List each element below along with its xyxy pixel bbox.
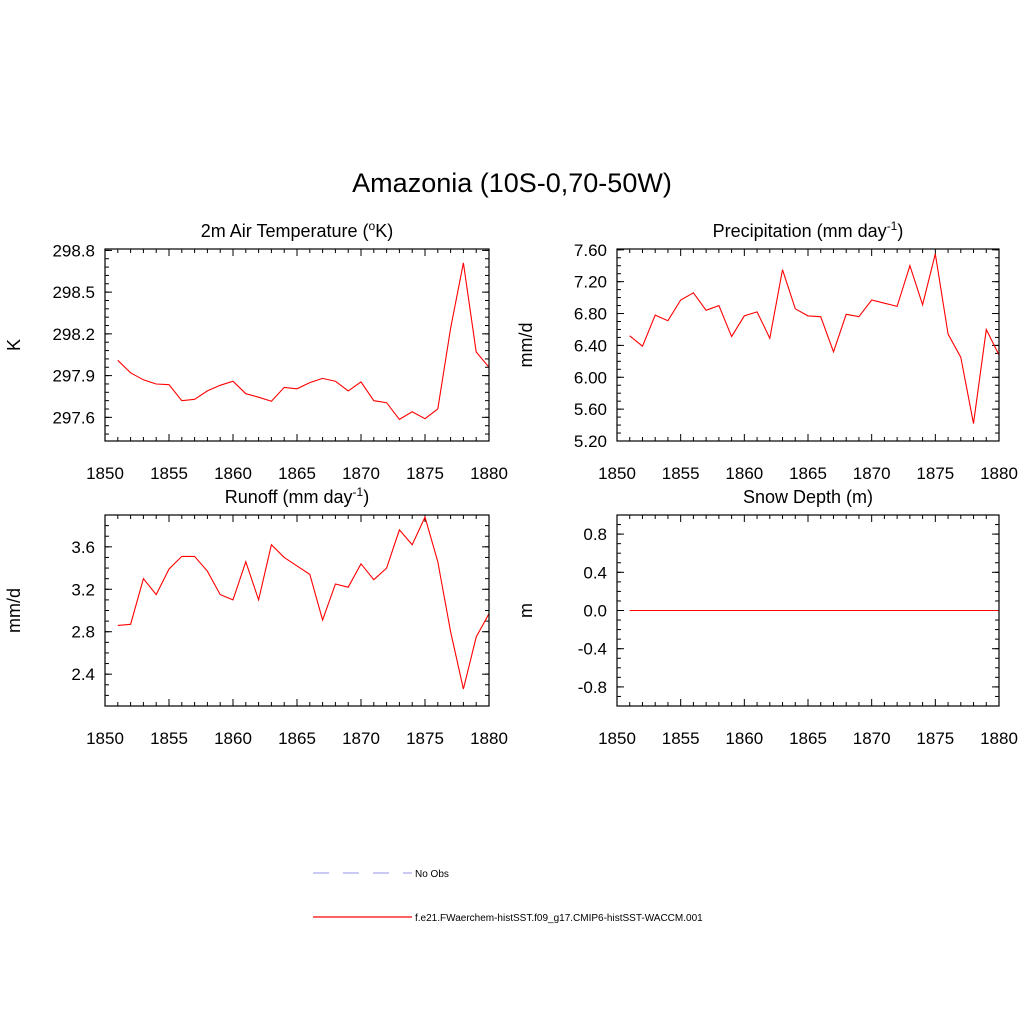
x-tick-label: 1875 xyxy=(916,729,954,748)
panel-title: Runoff (mm day-1) xyxy=(225,485,369,507)
plot-frame xyxy=(104,514,490,707)
legend-label: No Obs xyxy=(415,869,449,880)
y-tick-label: -0.4 xyxy=(578,640,607,659)
y-tick-label: 0.8 xyxy=(583,525,607,544)
x-tick-label: 1870 xyxy=(853,729,891,748)
x-tick-label: 1860 xyxy=(214,464,252,483)
y-tick-label: 0.4 xyxy=(583,563,607,582)
y-tick-label: 3.6 xyxy=(71,538,95,557)
x-tick-label: 1865 xyxy=(278,464,316,483)
y-axis-label: mm/d xyxy=(4,588,24,633)
y-axis-label: mm/d xyxy=(516,323,536,368)
panel-air-temperature: 2m Air Temperature (oK) K 1850 1855 1860 1865… xyxy=(4,219,508,483)
y-axis-label: K xyxy=(4,339,24,351)
x-tick-label: 1850 xyxy=(598,729,636,748)
y-tick-label: 6.00 xyxy=(574,368,607,387)
x-tick-label: 1880 xyxy=(470,464,508,483)
legend-label: f.e21.FWaerchem-histSST.f09_g17.CMIP6-hi… xyxy=(415,913,703,924)
y-tick-label: 7.60 xyxy=(574,241,607,260)
x-tick-label: 1855 xyxy=(662,729,700,748)
panel-snow-depth: Snow Depth (m) m 1850 1855 1860 1865 1870 1875 1… xyxy=(516,487,1018,748)
y-tick-label: 297.9 xyxy=(52,367,95,386)
x-tick-label: 1870 xyxy=(342,464,380,483)
panel-title: Precipitation (mm day-1) xyxy=(713,219,904,241)
x-tick-label: 1860 xyxy=(214,729,252,748)
x-tick-label: 1880 xyxy=(980,464,1018,483)
y-tick-label: -0.8 xyxy=(578,678,607,697)
y-tick-label: 298.2 xyxy=(52,325,95,344)
y-tick-label: 6.80 xyxy=(574,305,607,324)
x-tick-label: 1865 xyxy=(789,729,827,748)
x-tick-label: 1855 xyxy=(150,464,188,483)
panel-precipitation: Precipitation (mm day-1) mm/d 1850 1855 1860… xyxy=(516,219,1018,483)
y-tick-label: 7.20 xyxy=(574,273,607,292)
y-tick-label: 5.60 xyxy=(574,400,607,419)
y-tick-label: 0.0 xyxy=(583,602,607,621)
y-axis-label: m xyxy=(516,603,536,618)
panel-runoff: Runoff (mm day-1) mm/d 1850 1855 1860 1865 187… xyxy=(4,485,508,748)
panel-title: Snow Depth (m) xyxy=(743,487,873,507)
y-tick-label: 3.2 xyxy=(71,580,95,599)
x-tick-label: 1855 xyxy=(150,729,188,748)
x-tick-label: 1860 xyxy=(725,729,763,748)
x-tick-label: 1865 xyxy=(789,464,827,483)
plot-frame xyxy=(616,514,1000,707)
y-tick-label: 298.8 xyxy=(52,241,95,260)
x-tick-label: 1850 xyxy=(86,464,124,483)
x-tick-label: 1880 xyxy=(470,729,508,748)
x-tick-label: 1875 xyxy=(406,464,444,483)
legend: No Obs f.e21.FWaerchem-histSST.f09_g17.CM… xyxy=(313,869,703,924)
y-tick-label: 5.20 xyxy=(574,432,607,451)
panel-title: 2m Air Temperature (oK) xyxy=(201,219,393,241)
x-tick-label: 1875 xyxy=(406,729,444,748)
data-series-line xyxy=(117,515,489,690)
x-tick-label: 1880 xyxy=(980,729,1018,748)
figure-title: Amazonia (10S-0,70-50W) xyxy=(352,168,672,198)
y-tick-label: 298.5 xyxy=(52,283,95,302)
data-series-line xyxy=(117,262,489,421)
x-tick-label: 1860 xyxy=(725,464,763,483)
x-tick-label: 1870 xyxy=(853,464,891,483)
x-tick-label: 1855 xyxy=(662,464,700,483)
x-tick-label: 1850 xyxy=(598,464,636,483)
data-series-line xyxy=(629,253,999,424)
plot-frame xyxy=(104,248,490,442)
x-tick-label: 1850 xyxy=(86,729,124,748)
x-tick-label: 1870 xyxy=(342,729,380,748)
y-tick-label: 297.6 xyxy=(52,408,95,427)
y-tick-label: 2.4 xyxy=(71,665,95,684)
plot-frame xyxy=(616,248,1000,442)
x-tick-label: 1865 xyxy=(278,729,316,748)
y-tick-label: 2.8 xyxy=(71,623,95,642)
x-tick-label: 1875 xyxy=(916,464,954,483)
y-tick-label: 6.40 xyxy=(574,336,607,355)
